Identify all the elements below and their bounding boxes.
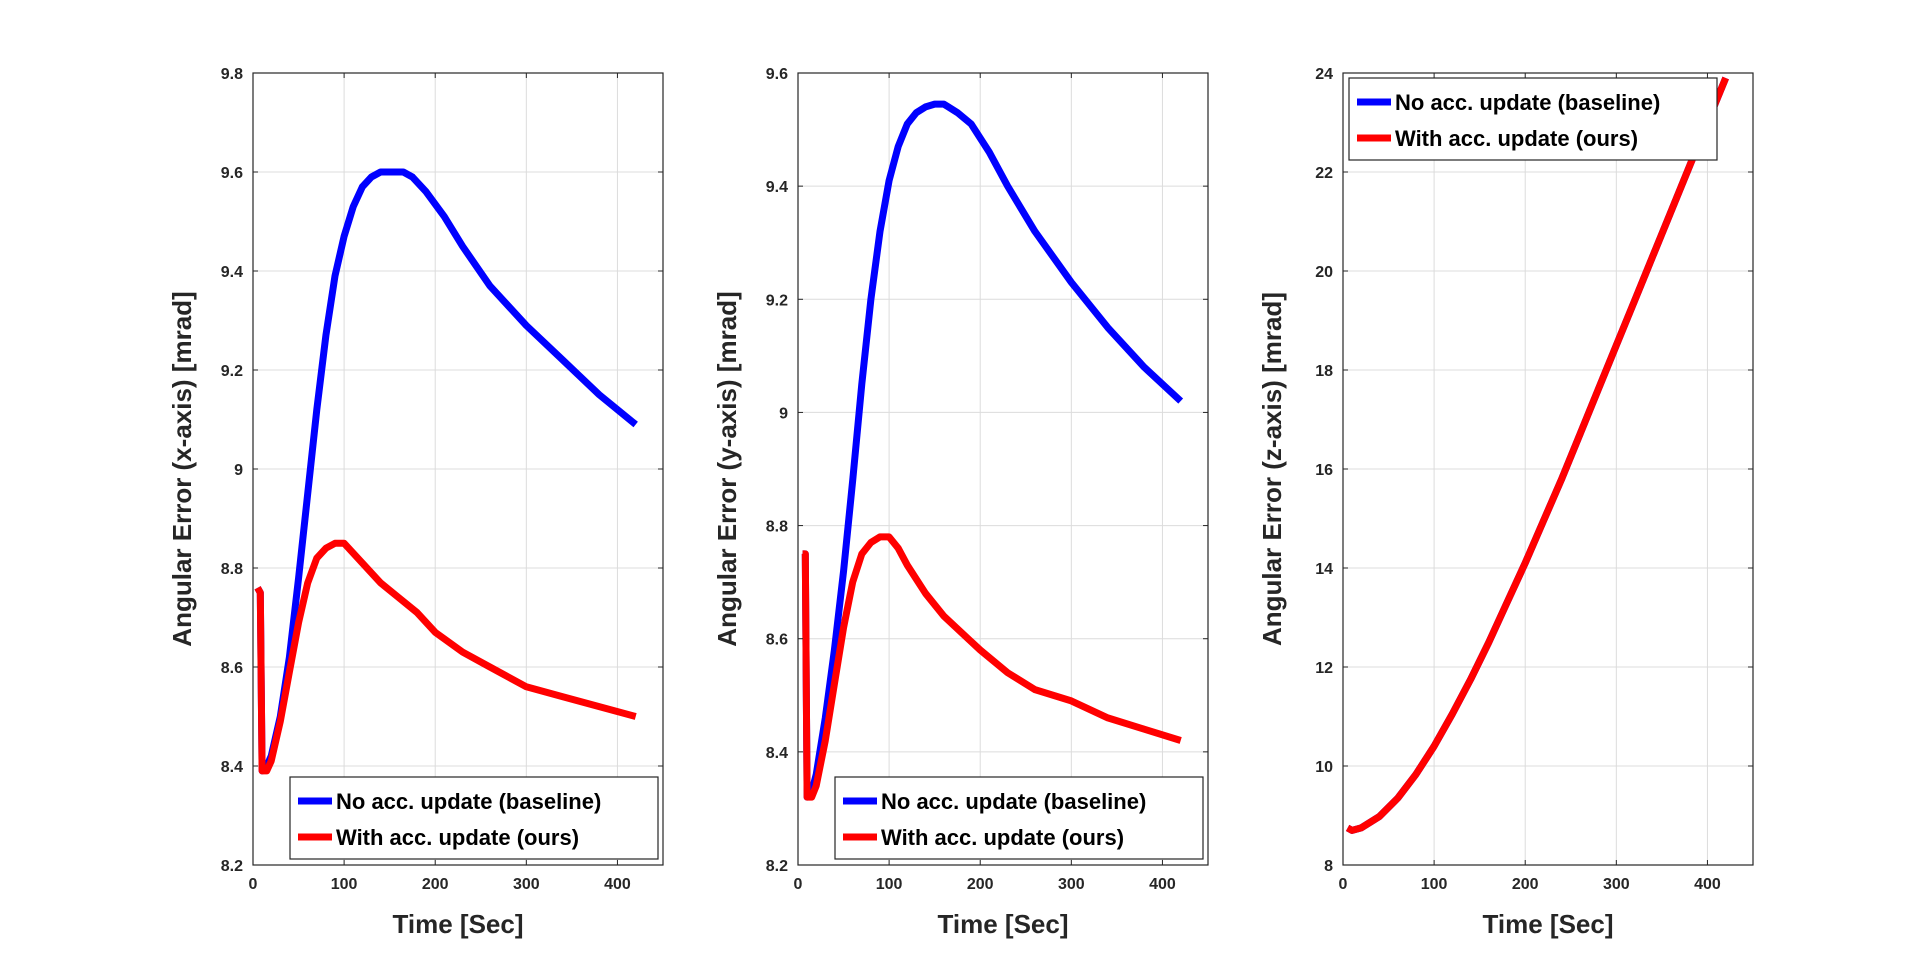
x-tick-label: 0 xyxy=(249,876,258,893)
y-tick-label: 8.4 xyxy=(221,759,243,776)
chart-2: 0 100 200 300 400 8.2 8.4 8.6 8.8 9 9.2 9.4 9.6 Time … xyxy=(712,66,1209,939)
legend: No acc. update (baseline) With acc. updat… xyxy=(834,776,1204,860)
x-tick-label: 100 xyxy=(1421,876,1448,893)
legend: No acc. update (baseline) With acc. updat… xyxy=(1348,77,1718,161)
legend-entry: No acc. update (baseline) xyxy=(881,789,1146,814)
x-tick-label: 100 xyxy=(331,876,358,893)
y-tick-label: 24 xyxy=(1315,66,1333,83)
y-tick-label: 20 xyxy=(1315,264,1333,281)
legend-entry: No acc. update (baseline) xyxy=(336,789,601,814)
x-tick-label: 0 xyxy=(1339,876,1348,893)
x-tick-label: 0 xyxy=(794,876,803,893)
series-line-baseline xyxy=(801,100,1184,801)
x-axis-label: Time [Sec] xyxy=(1482,909,1613,939)
x-tick-label: 400 xyxy=(604,876,631,893)
legend-entry: No acc. update (baseline) xyxy=(1395,90,1660,115)
series-line-ours xyxy=(254,539,637,775)
chart-1: 0 100 200 300 400 8.2 8.4 8.6 8.8 9 9.2 9.4 9.6 9.8 Ti… xyxy=(167,66,664,939)
y-tick-label: 8.8 xyxy=(766,519,788,536)
y-tick-label: 9.6 xyxy=(221,165,243,182)
x-tick-label: 400 xyxy=(1149,876,1176,893)
y-tick-label: 8.4 xyxy=(766,745,788,762)
y-tick-label: 9.2 xyxy=(766,292,788,309)
legend-box xyxy=(289,776,659,860)
y-tick-label: 8.6 xyxy=(221,660,243,677)
y-axis-label: Angular Error (z-axis) [mrad] xyxy=(1257,292,1287,646)
x-axis-label: Time [Sec] xyxy=(392,909,523,939)
plot-area xyxy=(798,73,1208,865)
y-tick-label: 8.2 xyxy=(221,858,243,875)
series-line-ours xyxy=(801,533,1182,801)
legend-box xyxy=(834,776,1204,860)
legend-box xyxy=(1348,77,1718,161)
series-line-ours xyxy=(1345,76,1729,834)
y-tick-label: 22 xyxy=(1315,165,1333,182)
y-tick-label: 9.8 xyxy=(221,66,243,83)
y-tick-label: 10 xyxy=(1315,759,1333,776)
y-tick-label: 9.6 xyxy=(766,66,788,83)
x-axis-label: Time [Sec] xyxy=(937,909,1068,939)
y-tick-label: 9 xyxy=(779,405,788,422)
x-tick-label: 200 xyxy=(1512,876,1539,893)
x-tick-label: 300 xyxy=(513,876,540,893)
y-tick-label: 9.4 xyxy=(221,264,243,281)
x-tick-label: 400 xyxy=(1694,876,1721,893)
x-tick-label: 200 xyxy=(422,876,449,893)
y-tick-label: 8.8 xyxy=(221,561,243,578)
x-tick-label: 100 xyxy=(876,876,903,893)
y-tick-label: 9 xyxy=(234,462,243,479)
legend: No acc. update (baseline) With acc. updat… xyxy=(289,776,659,860)
legend-entry: With acc. update (ours) xyxy=(336,825,579,850)
y-tick-label: 9.2 xyxy=(221,363,243,380)
y-tick-label: 18 xyxy=(1315,363,1333,380)
y-tick-label: 12 xyxy=(1315,660,1333,677)
legend-entry: With acc. update (ours) xyxy=(881,825,1124,850)
x-tick-label: 200 xyxy=(967,876,994,893)
x-tick-label: 300 xyxy=(1058,876,1085,893)
y-tick-label: 9.4 xyxy=(766,179,788,196)
y-axis-label: Angular Error (y-axis) [mrad] xyxy=(712,291,742,646)
x-tick-label: 300 xyxy=(1603,876,1630,893)
chart-3: 0 100 200 300 400 8 10 12 14 16 18 20 22 24 Time [Sec]… xyxy=(1257,66,1754,939)
y-tick-label: 8 xyxy=(1324,858,1333,875)
axes-box xyxy=(797,72,1209,866)
y-tick-label: 14 xyxy=(1315,561,1333,578)
y-tick-label: 8.2 xyxy=(766,858,788,875)
legend-entry: With acc. update (ours) xyxy=(1395,126,1638,151)
y-tick-label: 8.6 xyxy=(766,632,788,649)
y-tick-label: 16 xyxy=(1315,462,1333,479)
y-axis-label: Angular Error (x-axis) [mrad] xyxy=(167,291,197,646)
